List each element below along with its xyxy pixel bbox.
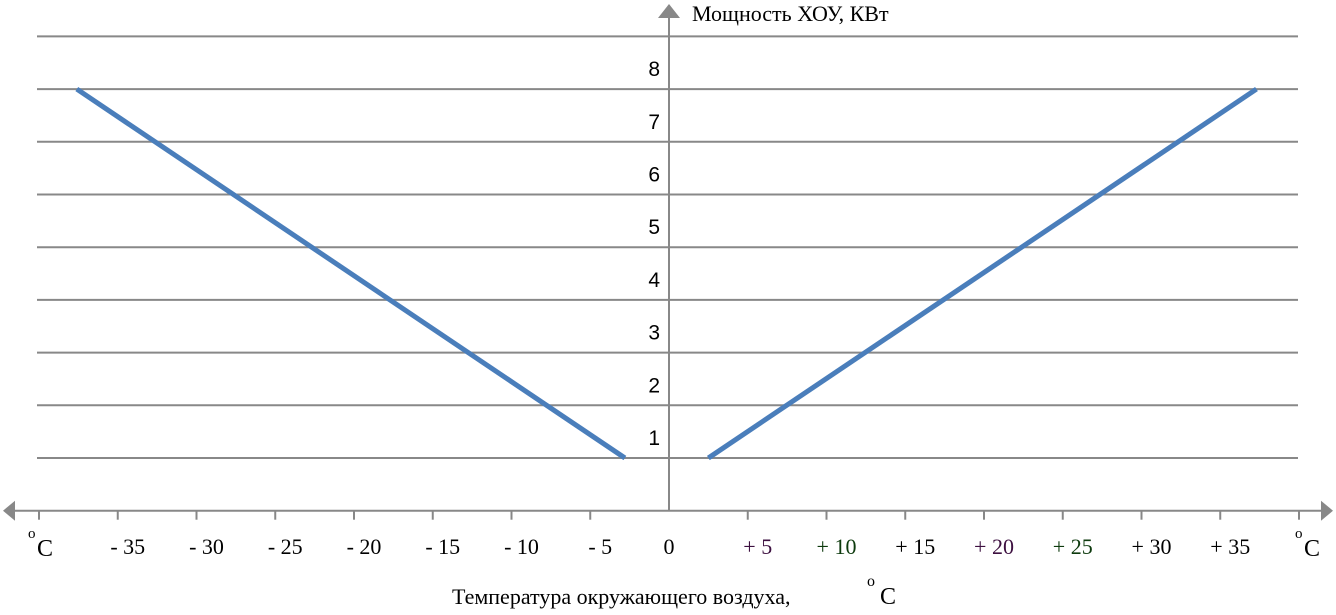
x-tick-label: - 20 bbox=[347, 534, 382, 559]
x-tick-label: - 25 bbox=[268, 534, 303, 559]
x-tick-label: + 5 bbox=[743, 534, 772, 559]
x-tick-label: 0 bbox=[664, 534, 675, 559]
svg-text:o: o bbox=[867, 573, 875, 590]
x-tick-label: + 35 bbox=[1210, 534, 1250, 559]
series-line bbox=[706, 87, 1258, 461]
x-tick-label: + 20 bbox=[974, 534, 1014, 559]
x-tick-label: - 15 bbox=[425, 534, 460, 559]
gridlines bbox=[37, 35, 1298, 459]
y-tick-label: 6 bbox=[648, 164, 660, 187]
y-axis-arrow-icon bbox=[658, 4, 680, 18]
y-axis-title: Мощность ХОУ, КВт bbox=[692, 1, 889, 26]
x-tick-label: - 10 bbox=[504, 534, 539, 559]
axes bbox=[3, 4, 1333, 521]
y-tick-label: 1 bbox=[648, 427, 660, 450]
x-unit-label: C bbox=[37, 536, 53, 562]
x-tick-label: - 5 bbox=[588, 534, 612, 559]
x-axis-left-arrow-icon bbox=[3, 500, 15, 521]
tick-labels: - 35 - 30 - 25 - 20 - 15 - 10 - 5 0 + 5 + 10 + 15 +… bbox=[28, 58, 1320, 562]
y-tick-label: 7 bbox=[648, 111, 660, 134]
x-tick-label: + 15 bbox=[895, 534, 935, 559]
series-line bbox=[75, 87, 627, 461]
y-tick-label: 5 bbox=[648, 216, 660, 239]
y-tick-label: 4 bbox=[648, 269, 660, 292]
x-tick-label: + 25 bbox=[1053, 534, 1093, 559]
svg-text:C: C bbox=[880, 584, 896, 610]
x-tick-label: + 30 bbox=[1132, 534, 1172, 559]
x-unit-label: C bbox=[1304, 536, 1320, 562]
y-tick-label: 3 bbox=[648, 322, 660, 345]
x-tick-label: + 10 bbox=[817, 534, 857, 559]
x-axis-title: Температура окружающего воздуха, o C bbox=[452, 573, 896, 610]
x-axis-right-arrow-icon bbox=[1321, 500, 1333, 521]
x-tick-label: - 35 bbox=[110, 534, 145, 559]
x-tick-label: - 30 bbox=[189, 534, 224, 559]
x-unit-degree: o bbox=[1295, 526, 1303, 542]
y-tick-label: 8 bbox=[648, 58, 660, 81]
series-group bbox=[75, 87, 1258, 461]
svg-text:Температура окружающего воздух: Температура окружающего воздуха, bbox=[452, 584, 791, 609]
y-tick-label: 2 bbox=[648, 374, 660, 397]
x-unit-degree: o bbox=[28, 526, 36, 542]
